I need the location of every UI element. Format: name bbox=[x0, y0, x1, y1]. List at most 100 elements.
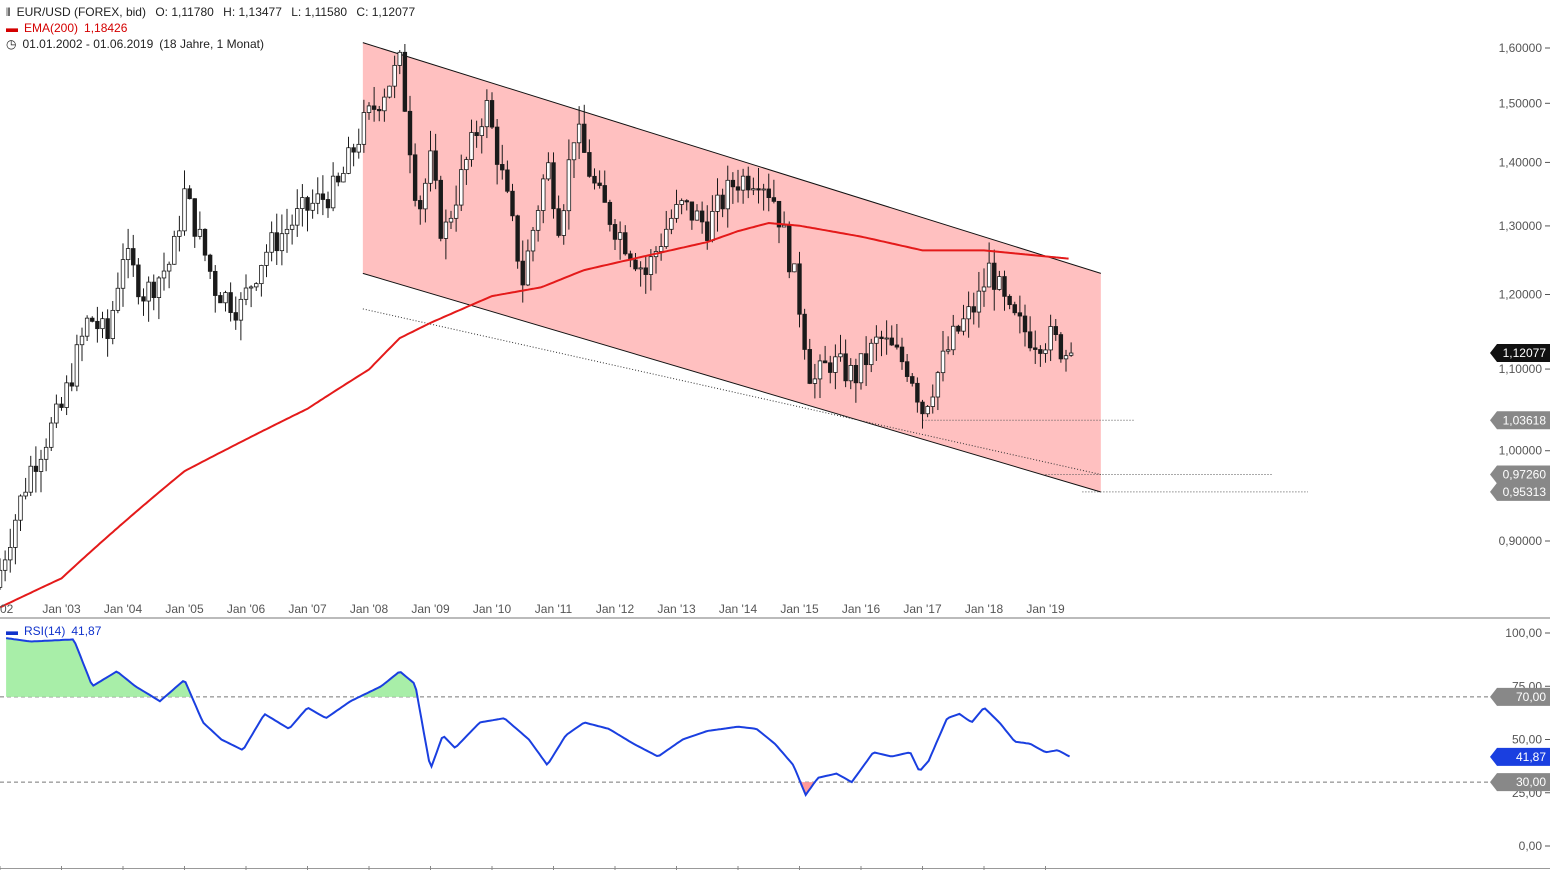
candle-body[interactable] bbox=[566, 159, 572, 212]
candle-body[interactable] bbox=[469, 132, 474, 160]
candle-body[interactable] bbox=[551, 162, 556, 210]
candle-body[interactable] bbox=[904, 361, 910, 377]
candle-body[interactable] bbox=[597, 182, 602, 186]
candle-body[interactable] bbox=[64, 382, 69, 408]
candle-body[interactable] bbox=[658, 246, 664, 252]
candle-body[interactable] bbox=[787, 224, 792, 273]
candle-body[interactable] bbox=[935, 372, 941, 398]
candle-body[interactable] bbox=[1053, 326, 1058, 335]
candle-body[interactable] bbox=[248, 286, 254, 289]
candle-body[interactable] bbox=[428, 150, 433, 184]
candle-body[interactable] bbox=[182, 188, 187, 232]
candle-body[interactable] bbox=[612, 224, 618, 240]
candle-body[interactable] bbox=[1038, 349, 1043, 354]
candle-body[interactable] bbox=[817, 360, 823, 380]
candle-body[interactable] bbox=[1022, 315, 1028, 333]
candle-body[interactable] bbox=[356, 143, 361, 153]
candle-body[interactable] bbox=[556, 208, 561, 236]
candle-body[interactable] bbox=[776, 200, 782, 228]
rsi-line[interactable] bbox=[5, 637, 1071, 797]
candle-body[interactable] bbox=[781, 224, 787, 228]
candle-body[interactable] bbox=[587, 152, 592, 177]
candle-body[interactable] bbox=[177, 230, 182, 237]
rsi-pane[interactable] bbox=[0, 637, 1490, 797]
candle-body[interactable] bbox=[1063, 355, 1069, 360]
candle-body[interactable] bbox=[951, 325, 956, 351]
candle-body[interactable] bbox=[874, 336, 879, 344]
candle-body[interactable] bbox=[638, 267, 643, 270]
candle-body[interactable] bbox=[546, 162, 551, 180]
candle-body[interactable] bbox=[38, 458, 44, 472]
candle-body[interactable] bbox=[899, 346, 905, 363]
candle-body[interactable] bbox=[1068, 352, 1074, 356]
candle-body[interactable] bbox=[853, 365, 859, 384]
candle-body[interactable] bbox=[484, 100, 490, 128]
candle-body[interactable] bbox=[915, 382, 920, 403]
candle-body[interactable] bbox=[218, 295, 223, 304]
candle-body[interactable] bbox=[351, 147, 356, 153]
candle-body[interactable] bbox=[464, 159, 469, 171]
candle-body[interactable] bbox=[699, 210, 705, 223]
candle-body[interactable] bbox=[992, 262, 997, 290]
candle-body[interactable] bbox=[976, 290, 982, 313]
candle-body[interactable] bbox=[172, 235, 177, 265]
candle-body[interactable] bbox=[833, 356, 838, 373]
candle-body[interactable] bbox=[207, 254, 213, 272]
candle-body[interactable] bbox=[418, 200, 423, 210]
candle-body[interactable] bbox=[320, 193, 326, 200]
candle-body[interactable] bbox=[474, 132, 479, 137]
candle-body[interactable] bbox=[997, 276, 1002, 290]
candle-body[interactable] bbox=[371, 105, 377, 110]
candle-body[interactable] bbox=[930, 396, 935, 407]
candle-body[interactable] bbox=[459, 169, 464, 206]
channel-midline[interactable] bbox=[362, 308, 1101, 476]
candle-body[interactable] bbox=[889, 337, 894, 346]
candle-body[interactable] bbox=[136, 264, 141, 298]
candle-body[interactable] bbox=[869, 342, 874, 366]
candle-body[interactable] bbox=[146, 281, 151, 302]
candle-body[interactable] bbox=[295, 208, 300, 226]
candle-body[interactable] bbox=[684, 200, 689, 203]
candle-body[interactable] bbox=[520, 260, 525, 286]
candle-body[interactable] bbox=[884, 337, 889, 340]
candle-body[interactable] bbox=[202, 228, 208, 256]
channel-upper-line[interactable] bbox=[362, 42, 1101, 274]
candle-body[interactable] bbox=[197, 228, 203, 237]
candle-body[interactable] bbox=[392, 64, 397, 87]
candle-body[interactable] bbox=[105, 318, 110, 339]
candle-body[interactable] bbox=[49, 422, 54, 448]
candle-body[interactable] bbox=[448, 217, 454, 223]
candle-body[interactable] bbox=[505, 169, 510, 192]
candle-body[interactable] bbox=[382, 96, 387, 112]
candle-body[interactable] bbox=[664, 228, 669, 247]
candle-body[interactable] bbox=[515, 215, 520, 262]
candle-body[interactable] bbox=[576, 123, 582, 144]
candle-body[interactable] bbox=[397, 51, 402, 66]
candle-body[interactable] bbox=[956, 325, 961, 332]
candle-body[interactable] bbox=[925, 406, 930, 415]
candle-body[interactable] bbox=[325, 199, 331, 209]
candle-body[interactable] bbox=[84, 317, 90, 337]
candle-body[interactable] bbox=[407, 110, 413, 156]
candle-body[interactable] bbox=[305, 197, 310, 211]
candle-body[interactable] bbox=[802, 313, 807, 350]
candle-body[interactable] bbox=[894, 344, 900, 348]
candle-body[interactable] bbox=[228, 292, 233, 313]
candle-body[interactable] bbox=[792, 263, 797, 273]
candle-body[interactable] bbox=[648, 256, 654, 275]
candle-body[interactable] bbox=[264, 251, 269, 266]
candle-body[interactable] bbox=[1017, 312, 1023, 317]
candle-body[interactable] bbox=[377, 109, 382, 112]
channel-lower-line[interactable] bbox=[362, 272, 1101, 493]
candle-body[interactable] bbox=[725, 179, 730, 210]
candle-body[interactable] bbox=[125, 248, 131, 261]
candle-body[interactable] bbox=[822, 360, 828, 364]
candle-body[interactable] bbox=[510, 190, 515, 217]
candle-body[interactable] bbox=[1012, 304, 1017, 314]
ema200-line[interactable] bbox=[0, 221, 1069, 609]
candle-body[interactable] bbox=[986, 262, 992, 288]
candle-body[interactable] bbox=[115, 287, 121, 311]
candle-body[interactable] bbox=[366, 105, 372, 113]
candle-body[interactable] bbox=[633, 259, 638, 270]
